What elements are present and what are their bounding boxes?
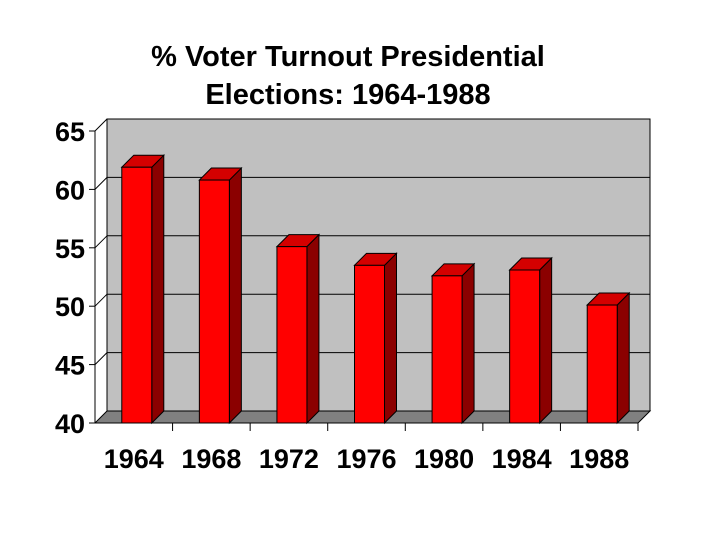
gridline-side <box>94 352 108 365</box>
bars <box>120 154 631 425</box>
y-tick-label: 60 <box>55 175 85 205</box>
bar-front <box>509 269 541 424</box>
bar-front <box>198 179 230 424</box>
bar-1972 <box>275 233 321 425</box>
bar-side <box>228 166 242 425</box>
bar-side <box>539 256 553 425</box>
x-tick-label: 1964 <box>104 444 164 474</box>
bar-1980 <box>430 262 476 425</box>
gridline-side <box>94 293 108 307</box>
y-tick-label: 45 <box>55 351 85 381</box>
x-tick-label: 1972 <box>259 444 319 474</box>
bar-side <box>306 233 320 425</box>
x-tick-label: 1980 <box>414 444 474 474</box>
x-tick-label: 1968 <box>181 444 241 474</box>
chart-title: % Voter Turnout Presidential Elections: … <box>0 38 696 114</box>
chart-title-line-2: Elections: 1964-1988 <box>205 79 491 111</box>
gridline-side <box>94 177 108 190</box>
y-tick-label: 55 <box>55 234 85 264</box>
bar-1968 <box>198 166 243 425</box>
gridline-side <box>94 235 108 249</box>
bar-side <box>616 291 630 425</box>
y-tick-label: 40 <box>55 409 85 439</box>
bar-side <box>384 252 397 425</box>
bar-front <box>431 275 463 424</box>
y-tick-label: 65 <box>55 117 85 147</box>
bar-side <box>461 262 475 425</box>
y-tick-labels: 40 45 50 55 60 65 <box>55 117 85 439</box>
x-tick-label: 1988 <box>569 444 629 474</box>
x-tick-label: 1976 <box>336 444 396 474</box>
chart-title-line-1: % Voter Turnout Presidential <box>151 41 545 73</box>
bar-1976 <box>353 252 398 425</box>
x-tick-label: 1984 <box>492 444 552 474</box>
bar-1988 <box>586 291 631 425</box>
gridline-side <box>94 118 108 132</box>
bar-side <box>151 154 165 425</box>
y-tick-label: 50 <box>55 292 85 322</box>
bar-front <box>354 264 385 424</box>
bar-1984 <box>508 256 553 425</box>
bar-front <box>276 246 308 424</box>
bar-front <box>121 166 153 424</box>
x-tick-labels: 1964 1968 1972 1976 1980 1984 1988 <box>104 444 630 474</box>
bar-1964 <box>120 154 165 425</box>
bar-front <box>586 304 618 424</box>
